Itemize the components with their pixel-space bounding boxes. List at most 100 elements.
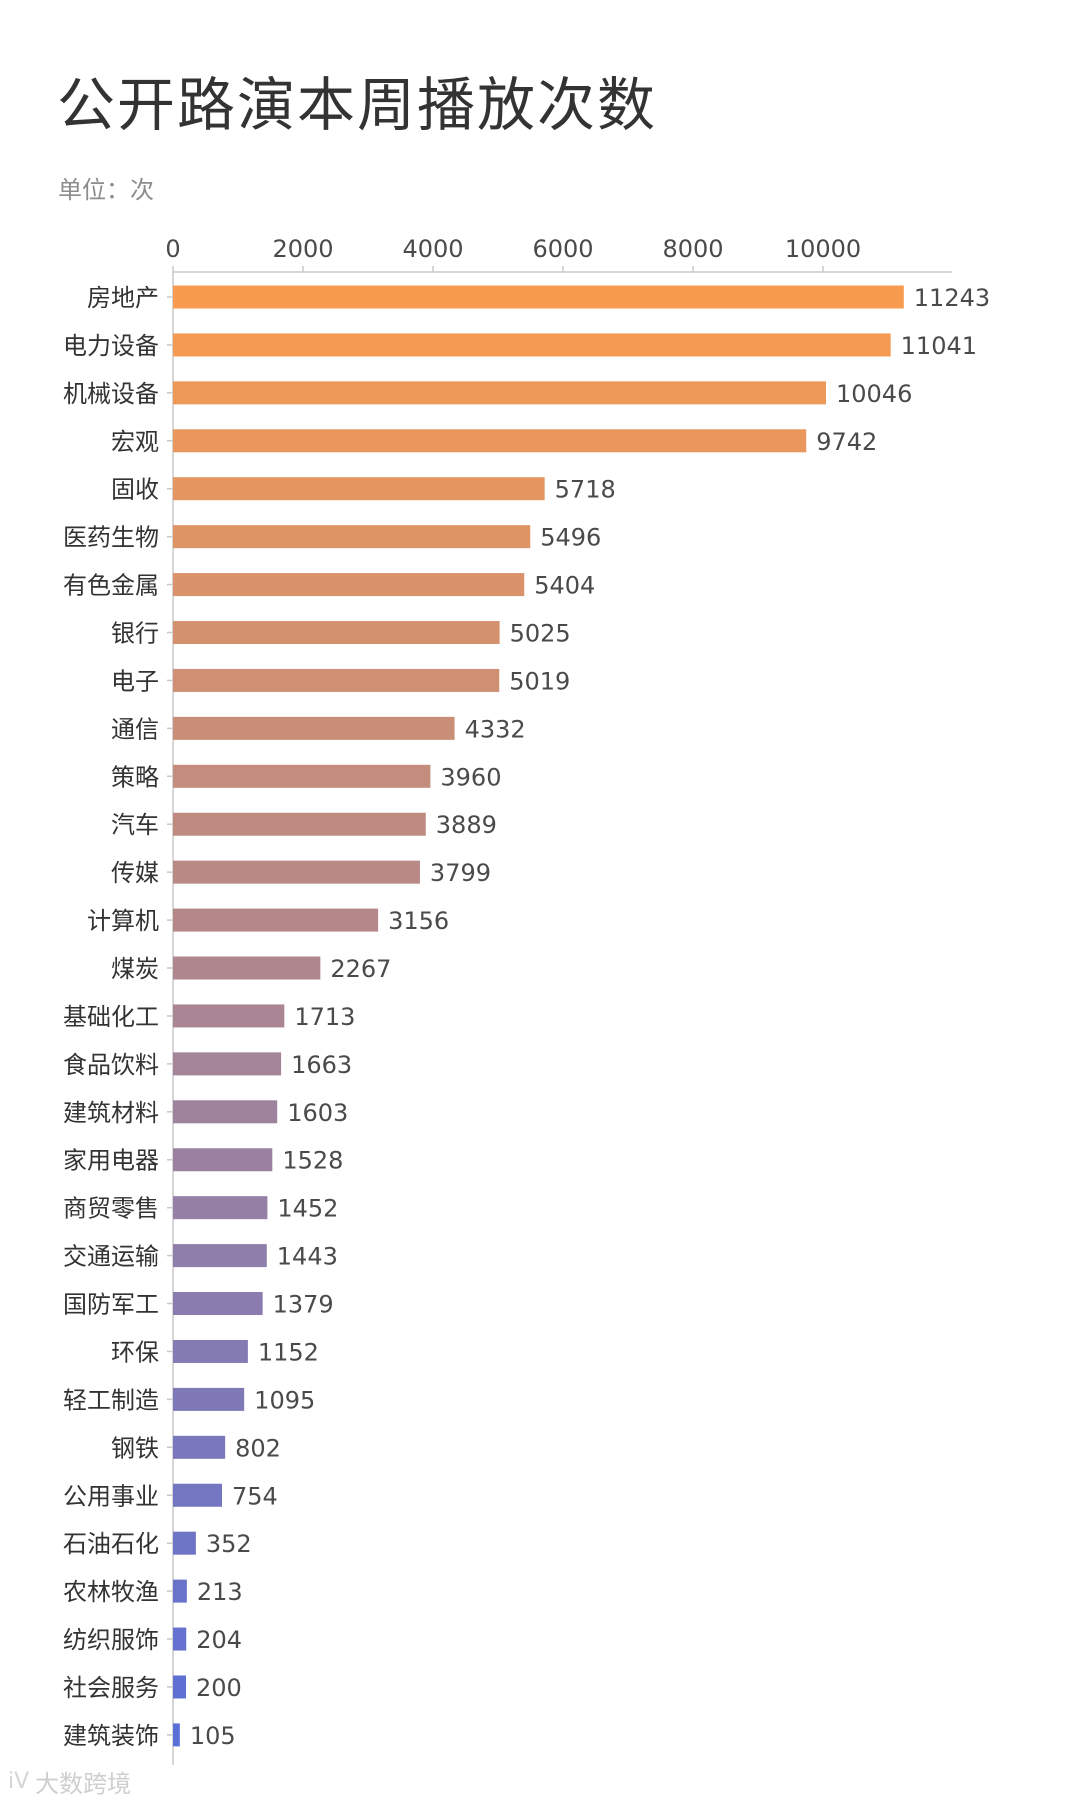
value-label: 200	[196, 1674, 242, 1702]
bar	[173, 429, 807, 453]
value-label: 1095	[254, 1386, 315, 1414]
bar	[173, 573, 525, 597]
category-label: 国防军工	[63, 1291, 159, 1319]
value-label: 3889	[436, 811, 497, 839]
bar	[173, 381, 826, 405]
x-tick-label: 10000	[785, 235, 861, 263]
bar	[173, 621, 500, 645]
value-label: 11041	[901, 332, 977, 360]
value-label: 802	[235, 1434, 281, 1462]
x-tick-label: 0	[165, 235, 180, 263]
category-label: 农林牧渔	[63, 1578, 159, 1606]
bar	[173, 1483, 223, 1507]
bar	[173, 477, 545, 501]
bar	[173, 1387, 245, 1411]
value-label: 1663	[291, 1051, 352, 1079]
value-label: 1443	[277, 1243, 338, 1271]
bar	[173, 908, 379, 932]
bar	[173, 1004, 285, 1028]
x-tick-label: 4000	[402, 235, 463, 263]
bar	[173, 860, 420, 884]
category-label: 煤炭	[111, 955, 159, 983]
category-label: 石油石化	[63, 1530, 159, 1558]
category-label: 社会服务	[63, 1674, 159, 1702]
watermark-text: 大数跨境	[35, 1770, 132, 1798]
value-label: 9742	[816, 428, 877, 456]
category-label: 银行	[111, 620, 159, 648]
value-label: 5496	[540, 524, 601, 552]
bar	[173, 1244, 267, 1268]
bar	[173, 1435, 226, 1459]
bar	[173, 1196, 268, 1220]
value-label: 754	[232, 1482, 278, 1510]
value-label: 1152	[258, 1338, 319, 1366]
unit-label: 单位：次	[58, 176, 154, 204]
category-label: 宏观	[111, 428, 159, 456]
bar	[173, 764, 431, 788]
category-label: 机械设备	[63, 380, 159, 408]
category-label: 交通运输	[63, 1243, 159, 1271]
bar	[173, 1627, 187, 1651]
x-tick-label: 2000	[272, 235, 333, 263]
value-label: 213	[197, 1578, 243, 1606]
bar	[173, 1531, 196, 1555]
category-label: 环保	[111, 1338, 159, 1366]
value-label: 1713	[294, 1003, 355, 1031]
category-label: 房地产	[87, 284, 159, 312]
category-label: 策略	[111, 763, 159, 791]
category-label: 固收	[111, 476, 159, 504]
chart-title: 公开路演本周播放次数	[57, 71, 658, 139]
iv-logo-icon: iV	[8, 1769, 30, 1794]
value-label: 4332	[465, 715, 526, 743]
category-label: 钢铁	[111, 1434, 159, 1462]
value-label: 5404	[534, 572, 595, 600]
bar	[173, 956, 321, 980]
bar	[173, 716, 455, 740]
value-label: 204	[196, 1626, 242, 1654]
category-label: 公用事业	[63, 1482, 159, 1510]
category-label: 汽车	[111, 811, 159, 839]
value-label: 352	[206, 1530, 252, 1558]
bar	[173, 812, 426, 836]
bar	[173, 1675, 186, 1699]
value-label: 3799	[430, 859, 491, 887]
category-label: 计算机	[87, 907, 159, 935]
value-label: 10046	[836, 380, 912, 408]
category-label: 有色金属	[63, 572, 159, 600]
bar	[173, 1100, 278, 1124]
value-label: 11243	[914, 284, 990, 312]
category-label: 建筑材料	[63, 1099, 159, 1127]
category-label: 商贸零售	[63, 1195, 159, 1223]
value-label: 1379	[273, 1291, 334, 1319]
bar	[173, 1579, 187, 1603]
category-label: 医药生物	[63, 524, 159, 552]
category-label: 建筑装饰	[63, 1722, 159, 1750]
value-label: 5718	[555, 476, 616, 504]
category-label: 纺织服饰	[63, 1626, 159, 1654]
category-label: 轻工制造	[63, 1386, 159, 1414]
value-label: 5025	[510, 620, 571, 648]
bar	[173, 668, 500, 692]
value-label: 3156	[388, 907, 449, 935]
bar	[173, 285, 904, 309]
bar	[173, 525, 531, 549]
category-label: 传媒	[111, 859, 159, 887]
value-label: 105	[190, 1722, 236, 1750]
value-label: 1603	[287, 1099, 348, 1127]
value-label: 1452	[277, 1195, 338, 1223]
value-label: 2267	[330, 955, 391, 983]
bar	[173, 1292, 263, 1316]
category-label: 电子	[111, 667, 159, 695]
bar	[173, 333, 891, 357]
value-label: 5019	[509, 667, 570, 695]
bar	[173, 1339, 248, 1363]
bar	[173, 1052, 282, 1076]
value-label: 1528	[282, 1147, 343, 1175]
value-label: 3960	[440, 763, 501, 791]
category-label: 家用电器	[63, 1147, 159, 1175]
category-label: 基础化工	[63, 1003, 159, 1031]
bar	[173, 1723, 180, 1747]
watermark: iV 大数跨境	[8, 1764, 131, 1799]
category-label: 通信	[111, 715, 159, 743]
